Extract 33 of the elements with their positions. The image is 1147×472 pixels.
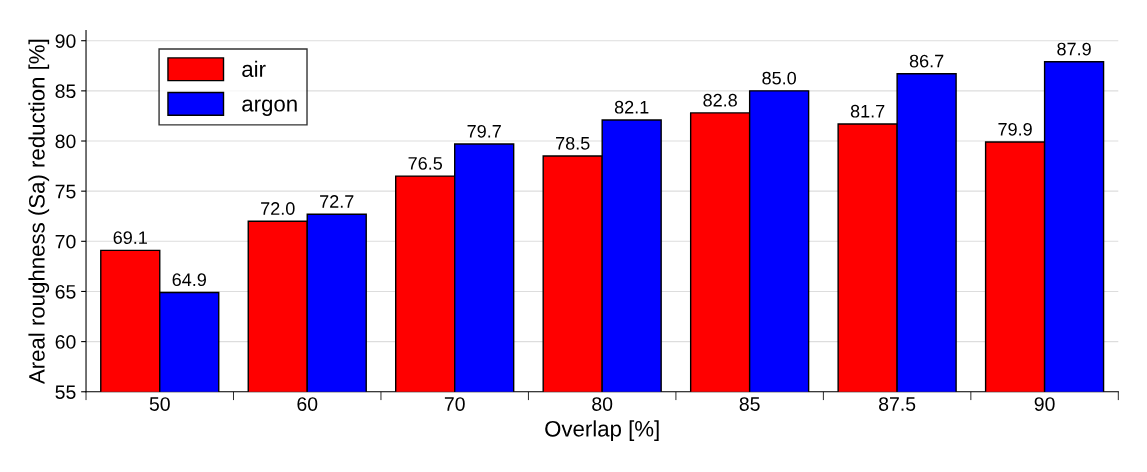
y-tick-label: 90 <box>55 34 76 48</box>
data-label: 79.9 <box>998 122 1032 136</box>
data-label: 72.7 <box>320 195 354 208</box>
data-label: 81.7 <box>850 104 885 118</box>
data-label: 87.9 <box>1057 42 1091 56</box>
data-label: 82.1 <box>614 100 649 114</box>
legend-label: argon <box>242 99 297 117</box>
y-tick-label: 60 <box>55 335 76 349</box>
x-axis-title: Overlap [%] <box>545 420 659 442</box>
y-tick-label: 65 <box>55 284 76 299</box>
y-tick-label: 85 <box>55 84 76 99</box>
data-label: 64.9 <box>172 273 206 287</box>
data-label: 85.0 <box>762 71 797 85</box>
data-label: 69.1 <box>113 231 147 244</box>
data-label: 76.5 <box>408 156 443 170</box>
x-tick-label: 70 <box>444 397 465 411</box>
y-tick-label: 80 <box>55 134 76 149</box>
x-tick-label: 80 <box>592 397 613 411</box>
data-label: 82.8 <box>703 93 737 107</box>
x-tick-label: 90 <box>1034 397 1055 411</box>
x-tick-label: 50 <box>149 397 170 411</box>
y-axis-title: Areal roughness (Sa) reduction [%] <box>28 39 50 385</box>
y-tick-label: 70 <box>55 234 76 249</box>
data-label: 72.0 <box>261 202 295 215</box>
y-tick-label: 75 <box>55 184 76 199</box>
x-tick-label: 87.5 <box>879 397 916 411</box>
y-tick-label: 55 <box>55 385 76 399</box>
x-tick-label: 60 <box>297 397 318 411</box>
data-label: 79.7 <box>467 124 501 138</box>
x-tick-label: 85 <box>739 397 760 411</box>
legend-label: air <box>242 60 266 78</box>
data-label: 86.7 <box>909 54 944 68</box>
data-label: 78.5 <box>556 136 590 150</box>
